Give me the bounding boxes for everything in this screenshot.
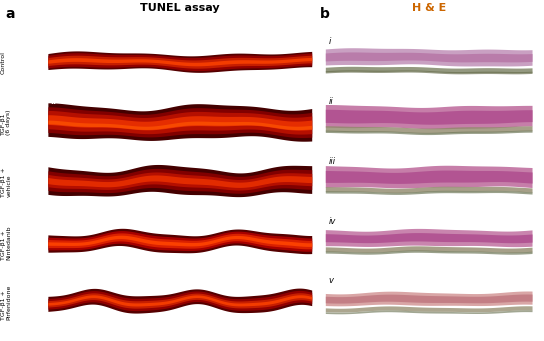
Text: TGF-β1
(6 days): TGF-β1 (6 days): [1, 110, 11, 135]
Text: v: v: [329, 277, 333, 285]
Text: iii: iii: [50, 157, 59, 166]
Text: iv: iv: [50, 217, 59, 226]
Text: iv: iv: [329, 217, 336, 226]
Text: iii: iii: [329, 157, 336, 166]
Text: TGF-β1 +
Pirfenidone: TGF-β1 + Pirfenidone: [1, 284, 11, 320]
Text: ii: ii: [50, 97, 56, 106]
Text: TUNEL assay: TUNEL assay: [140, 3, 220, 13]
Text: TGF-β1 +
vehicle: TGF-β1 + vehicle: [1, 167, 11, 197]
Text: TGF-β1 +
Nintedanib: TGF-β1 + Nintedanib: [1, 225, 11, 260]
Text: Control: Control: [1, 51, 5, 74]
Text: i: i: [329, 37, 331, 46]
Text: a: a: [5, 7, 15, 21]
Text: H & E: H & E: [412, 3, 446, 13]
Text: v: v: [50, 277, 55, 285]
Text: b: b: [320, 7, 330, 21]
Text: ii: ii: [329, 97, 333, 106]
Text: i: i: [50, 37, 53, 46]
